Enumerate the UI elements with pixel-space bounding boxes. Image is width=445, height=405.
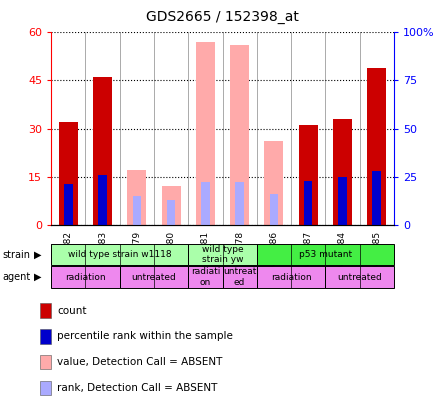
Bar xyxy=(264,141,283,225)
Bar xyxy=(167,200,175,225)
Bar xyxy=(235,182,244,225)
Text: untreat
ed: untreat ed xyxy=(223,267,256,287)
Bar xyxy=(196,42,215,225)
Bar xyxy=(188,266,222,288)
Text: GDS2665 / 152398_at: GDS2665 / 152398_at xyxy=(146,10,299,24)
Bar xyxy=(201,182,210,225)
Bar xyxy=(162,186,181,225)
Bar xyxy=(51,266,120,288)
Bar xyxy=(40,381,51,395)
Bar xyxy=(257,266,325,288)
Bar xyxy=(40,329,51,343)
Bar xyxy=(222,266,257,288)
Bar xyxy=(40,355,51,369)
Bar xyxy=(40,303,51,318)
Bar xyxy=(120,266,188,288)
Bar xyxy=(93,77,112,225)
Bar xyxy=(133,196,141,225)
Bar xyxy=(127,170,146,225)
Bar xyxy=(304,181,312,225)
Bar xyxy=(59,122,78,225)
Text: count: count xyxy=(57,306,87,315)
Bar xyxy=(64,184,73,225)
Bar xyxy=(338,177,347,225)
Text: value, Detection Call = ABSENT: value, Detection Call = ABSENT xyxy=(57,357,222,367)
Text: rank, Detection Call = ABSENT: rank, Detection Call = ABSENT xyxy=(57,383,218,393)
Bar xyxy=(325,266,394,288)
Bar xyxy=(98,175,107,225)
Text: percentile rank within the sample: percentile rank within the sample xyxy=(57,331,233,341)
Text: ▶: ▶ xyxy=(34,272,42,282)
Text: ▶: ▶ xyxy=(34,250,42,260)
Text: radiation: radiation xyxy=(271,273,312,281)
Text: agent: agent xyxy=(2,272,30,282)
Text: strain: strain xyxy=(2,250,30,260)
Text: radiati
on: radiati on xyxy=(190,267,220,287)
Bar xyxy=(333,119,352,225)
Text: untreated: untreated xyxy=(132,273,176,281)
Text: untreated: untreated xyxy=(337,273,382,281)
Bar xyxy=(372,171,381,225)
Bar xyxy=(270,194,278,225)
Text: p53 mutant: p53 mutant xyxy=(299,250,352,259)
Bar xyxy=(188,244,257,265)
Bar xyxy=(257,244,394,265)
Text: wild type
strain yw: wild type strain yw xyxy=(202,245,243,264)
Text: radiation: radiation xyxy=(65,273,106,281)
Bar xyxy=(230,45,249,225)
Bar xyxy=(299,126,318,225)
Text: wild type strain w1118: wild type strain w1118 xyxy=(68,250,171,259)
Bar xyxy=(367,68,386,225)
Bar xyxy=(51,244,188,265)
